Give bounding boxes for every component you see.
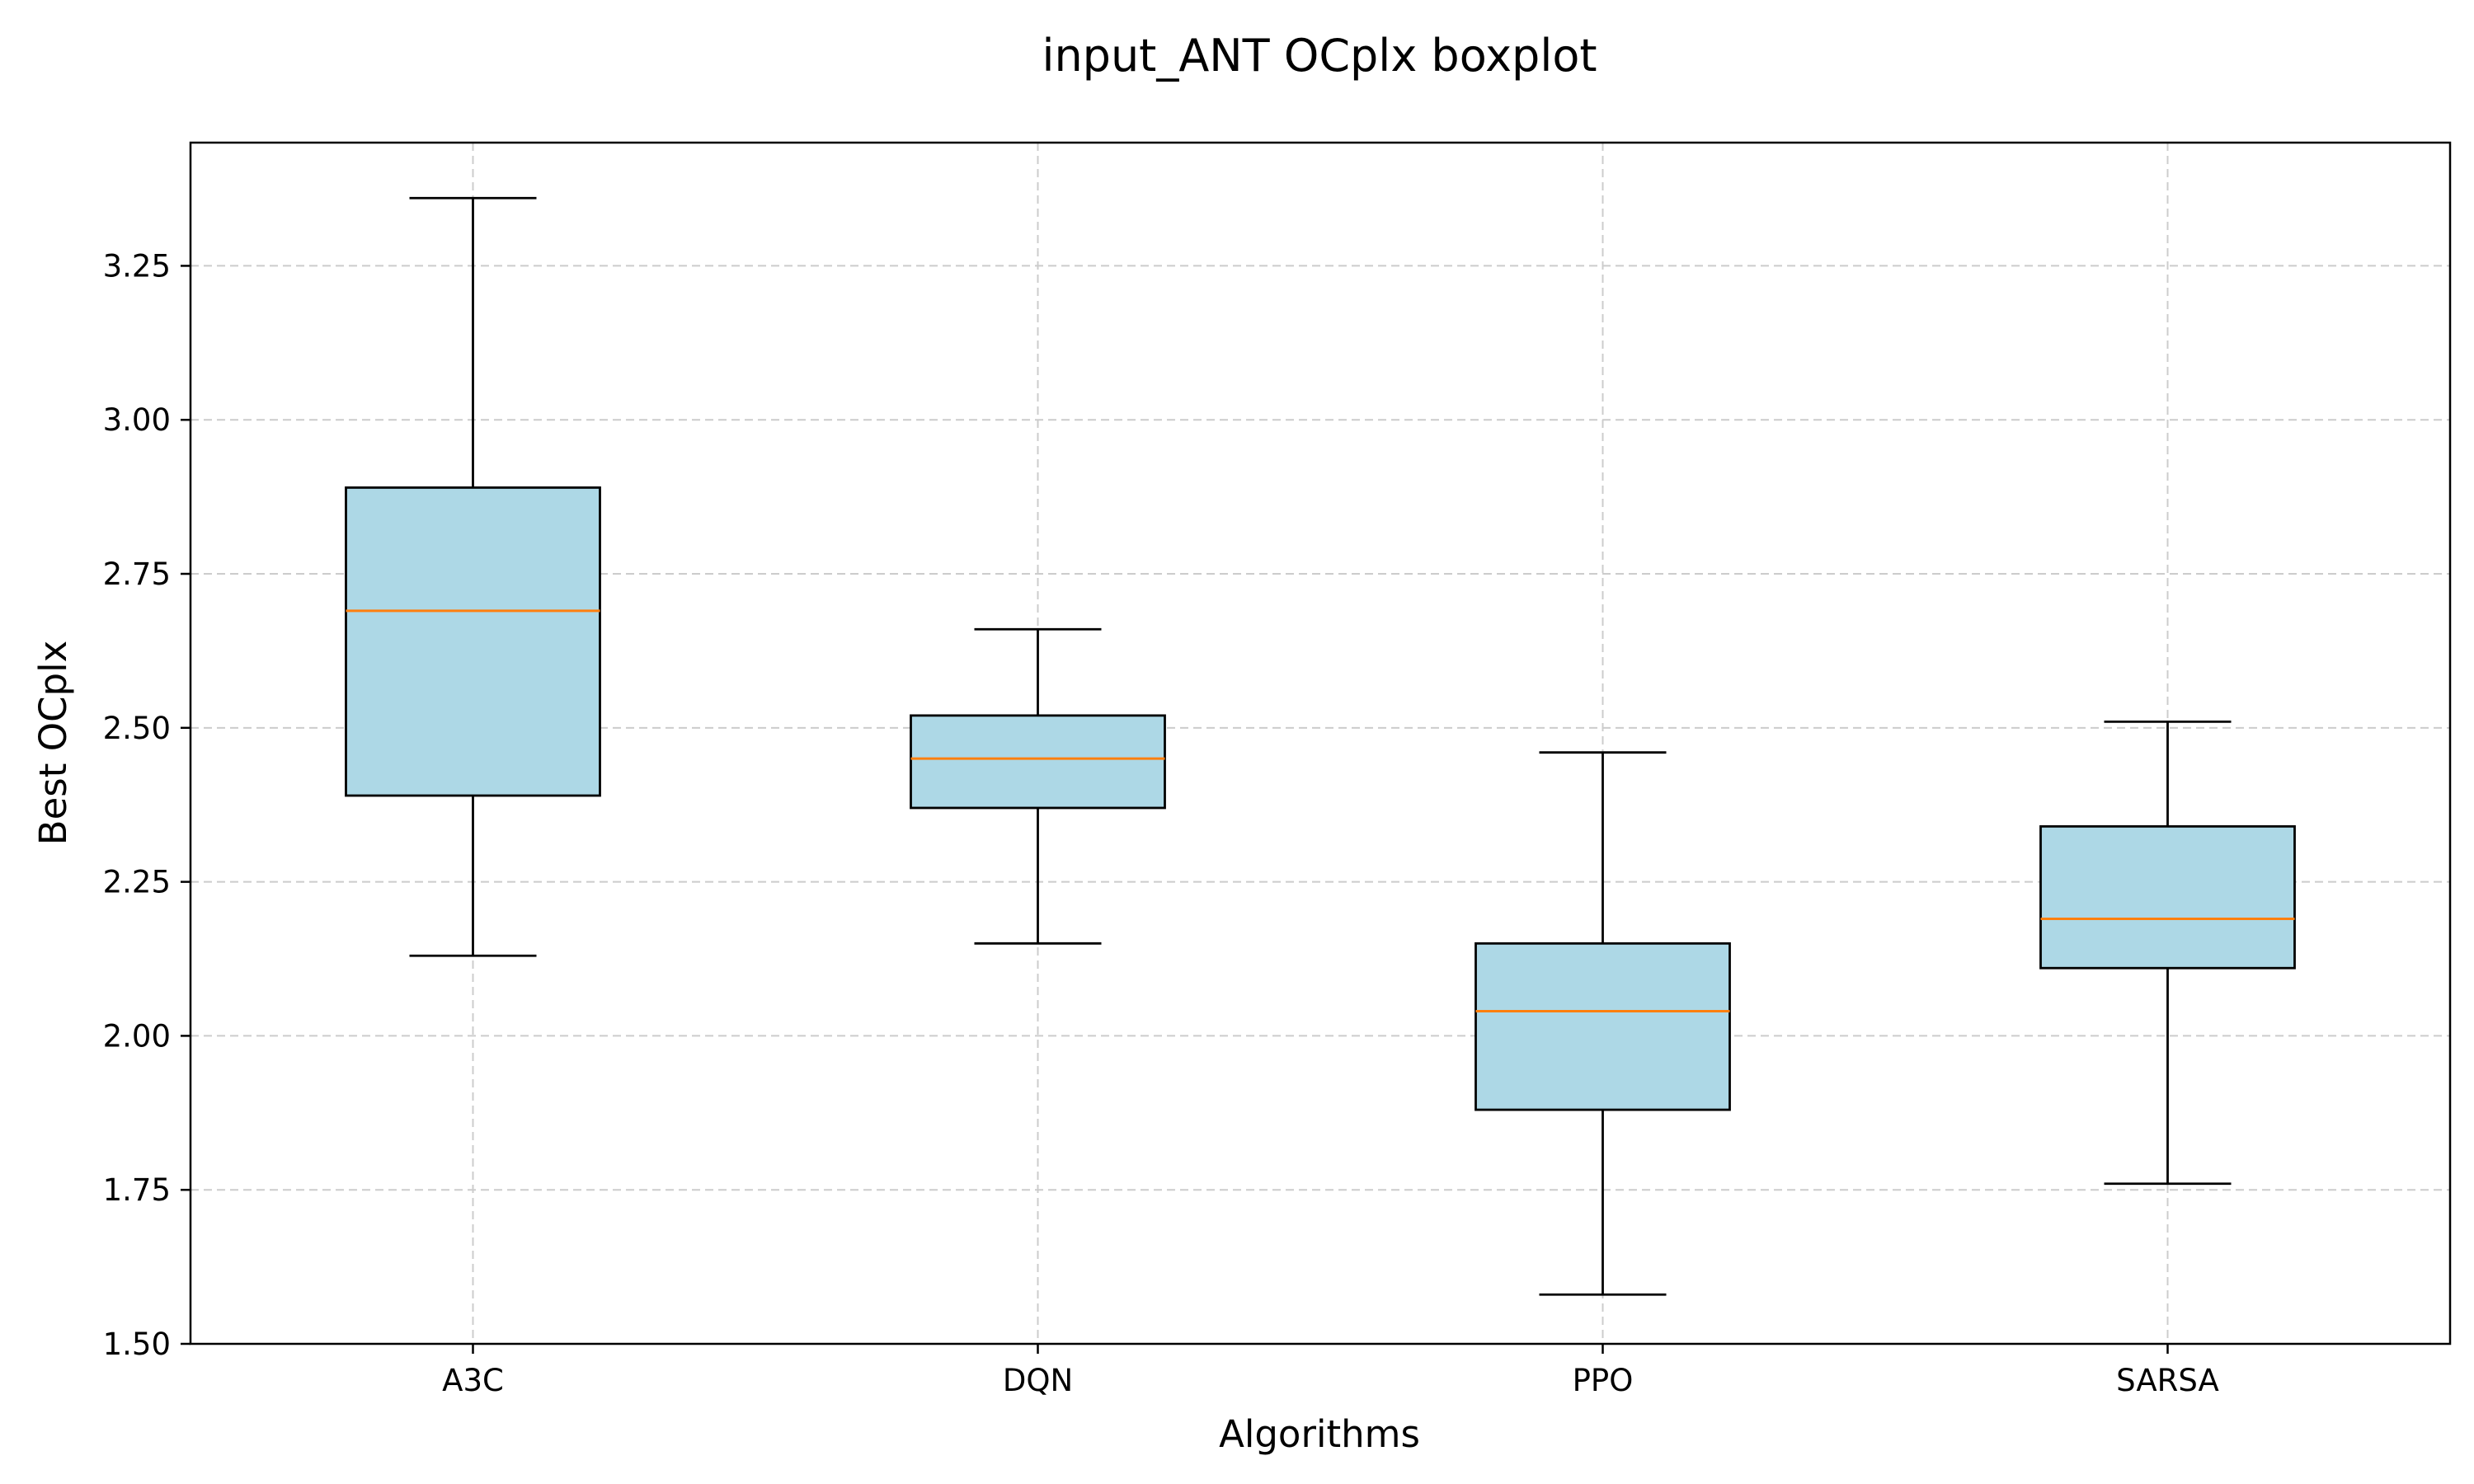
box-sarsa xyxy=(2039,720,2296,1186)
y-tick-label: 3.25 xyxy=(103,248,171,284)
iqr-box xyxy=(1475,942,1731,1111)
iqr-box xyxy=(345,486,601,797)
box-dqn xyxy=(910,627,1166,945)
x-tick-label: DQN xyxy=(1003,1363,1073,1398)
y-tick-label: 2.00 xyxy=(103,1018,171,1054)
y-tick-label: 1.75 xyxy=(103,1172,171,1208)
y-tick-label: 2.75 xyxy=(103,556,171,592)
y-tick-label: 3.00 xyxy=(103,402,171,438)
x-tick-label: PPO xyxy=(1573,1363,1634,1398)
x-tick-label: SARSA xyxy=(2116,1363,2219,1398)
y-axis-ticks: 1.50 1.75 2.00 2.25 2.50 2.75 3.00 3.25 xyxy=(103,248,190,1362)
iqr-box xyxy=(910,714,1166,810)
y-axis-title: Best OCplx xyxy=(31,641,75,846)
y-tick-label: 1.50 xyxy=(103,1327,171,1362)
plot-frame xyxy=(189,141,2452,1345)
x-axis-title: Algorithms xyxy=(1219,1412,1420,1456)
box-ppo xyxy=(1475,751,1731,1296)
boxes xyxy=(345,196,2296,1296)
iqr-box xyxy=(2039,824,2296,970)
box-a3c xyxy=(345,196,601,957)
y-tick-label: 2.25 xyxy=(103,865,171,900)
y-tick-label: 2.50 xyxy=(103,711,171,746)
x-axis-ticks: A3C DQN PPO SARSA xyxy=(442,1344,2219,1398)
x-tick-label: A3C xyxy=(442,1363,504,1398)
chart-title: input_ANT OCplx boxplot xyxy=(1042,30,1597,82)
